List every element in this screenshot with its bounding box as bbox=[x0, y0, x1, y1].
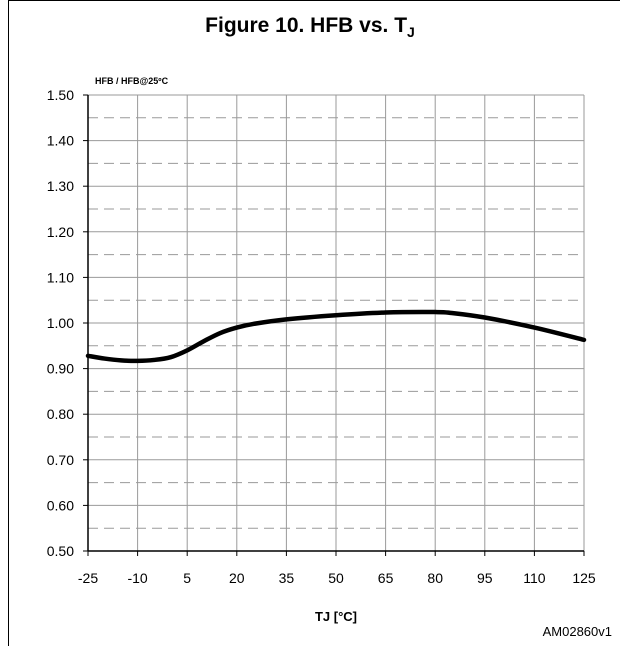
chart-title: Figure 10. HFB vs. TJ bbox=[0, 14, 620, 40]
x-tick-label: 95 bbox=[477, 570, 493, 586]
y-tick-label: 1.30 bbox=[47, 178, 74, 194]
y-tick-label: 1.50 bbox=[47, 87, 74, 103]
x-tick-label: 20 bbox=[229, 570, 245, 586]
x-tick-label: 35 bbox=[279, 570, 295, 586]
left-border bbox=[8, 0, 9, 646]
x-tick-label: 5 bbox=[183, 570, 191, 586]
y-tick-label: 1.10 bbox=[47, 269, 74, 285]
y-tick-label: 0.90 bbox=[47, 361, 74, 377]
chart-title-main: Figure 10. HFB vs. T bbox=[205, 14, 408, 37]
chart-title-subscript: J bbox=[407, 24, 415, 40]
x-tick-label: 65 bbox=[378, 570, 394, 586]
y-tick-label: 1.20 bbox=[47, 224, 74, 240]
x-tick-label: 110 bbox=[523, 570, 546, 586]
x-tick-label: -10 bbox=[127, 570, 147, 586]
x-tick-label: 125 bbox=[572, 570, 596, 586]
series-layer bbox=[85, 309, 587, 364]
y-axis-label: HFB / HFB@25ºC bbox=[95, 76, 169, 86]
x-axis-label: TJ [°C] bbox=[315, 609, 357, 624]
y-tick-label: 0.80 bbox=[47, 406, 74, 422]
label-layer: 0.50 0.60 0.70 0.80 0.90 1.00 1.10 1.20 1.30 1.40… bbox=[47, 76, 596, 624]
y-tick-label: 0.60 bbox=[47, 497, 74, 513]
x-tick-label: -25 bbox=[78, 570, 98, 586]
y-tick-label: 1.00 bbox=[47, 315, 74, 331]
axis-layer bbox=[83, 94, 585, 556]
series-line bbox=[85, 309, 587, 364]
y-tick-label: 0.70 bbox=[47, 452, 74, 468]
grid-layer bbox=[88, 94, 585, 551]
x-tick-label: 50 bbox=[328, 570, 344, 586]
y-tick-label: 1.40 bbox=[47, 133, 74, 149]
top-border bbox=[8, 0, 620, 1]
y-tick-label: 0.50 bbox=[47, 543, 74, 559]
x-tick-label: 80 bbox=[427, 570, 443, 586]
figure-code: AM02860v1 bbox=[542, 624, 612, 639]
